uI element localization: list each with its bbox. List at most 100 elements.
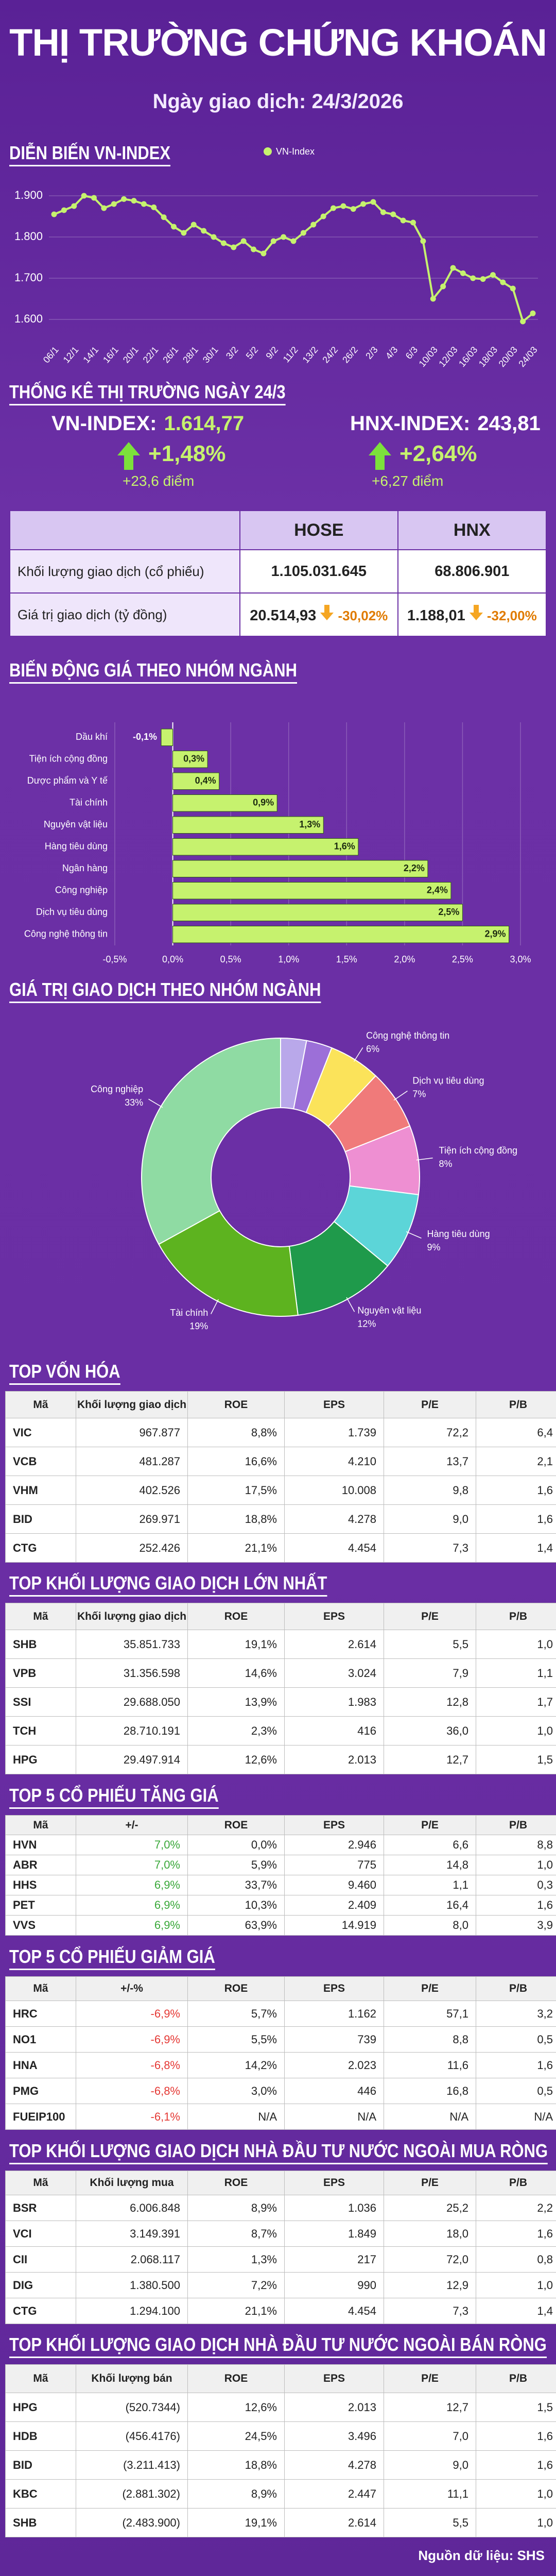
cell: 1,6 [476, 2421, 556, 2451]
x-tick-label: 0,0% [162, 954, 183, 964]
cell: 1,5 [476, 1745, 556, 1774]
cell: 24,5% [187, 2421, 285, 2451]
cell: 6,6 [384, 1835, 476, 1855]
x-tick-label: 11/2 [281, 345, 300, 365]
category-label: Ngân hàng [62, 863, 108, 873]
cell: 11,6 [384, 2052, 476, 2078]
cell: 1,6 [476, 2450, 556, 2480]
marker [211, 234, 217, 240]
data-table: Mã Khối lượng giao dịch ROE EPS P/E P/B SHB 35.… [5, 1603, 556, 1774]
cell: 18,8% [187, 1504, 285, 1534]
row: FUEIP100 -6,1% N/A N/A N/A N/A [5, 2104, 556, 2130]
index-label: VN-INDEX: [51, 412, 157, 435]
marker [151, 204, 157, 210]
category-label: Dịch vụ tiêu dùng [36, 907, 108, 917]
cell: 2.023 [284, 2052, 384, 2078]
marker [260, 250, 267, 257]
column-header: ROE [187, 2171, 285, 2195]
row: VIC 967.877 8,8% 1.739 72,2 6,4 [5, 1418, 556, 1447]
cell: 1.294.100 [76, 2298, 188, 2324]
marker [201, 228, 207, 234]
cell: N/A [187, 2104, 285, 2130]
cell: 8,7% [187, 2221, 285, 2247]
cell: 63,9% [187, 1915, 285, 1936]
row-label: Khối lượng giao dịch (cổ phiếu) [9, 549, 240, 594]
value-label: 1,6% [334, 841, 355, 852]
donut-chart: Công nghệ thông tin 6% Dịch vụ tiêu dùng 7%… [91, 1030, 517, 1331]
cell: 446 [284, 2078, 384, 2104]
cell: 1.188,01 -32,00% [397, 592, 547, 637]
marker [51, 211, 57, 217]
index-change-pct: +2,64% [399, 441, 477, 466]
cell: 2,3% [187, 1716, 285, 1745]
cell: N/A [384, 2104, 476, 2130]
row: BSR 6.006.848 8,9% 1.036 25,2 2,2 [5, 2195, 556, 2221]
cell: 7,0% [76, 1855, 188, 1875]
category-label: Công nghiệp [55, 885, 108, 895]
cell: 6,9% [76, 1915, 188, 1936]
cell: 8,9% [187, 2195, 285, 2221]
cell: 35.851.733 [76, 1630, 188, 1659]
cell: 8,8 [384, 2026, 476, 2053]
value-label: 1,3% [299, 819, 320, 829]
ticker: KBC [5, 2479, 76, 2509]
cell: 3.149.391 [76, 2221, 188, 2247]
marker [490, 272, 496, 278]
x-tick-label: 1,5% [336, 954, 357, 964]
cell: 0,8 [476, 2246, 556, 2273]
column-header: EPS [284, 1603, 384, 1630]
marker [440, 283, 446, 290]
cell: -6,1% [76, 2104, 188, 2130]
cell: 3,2 [476, 2001, 556, 2027]
category-label: Dược phẩm và Y tế [27, 775, 108, 786]
header-row: Mã Khối lượng giao dịch ROE EPS P/E P/B [5, 1603, 556, 1630]
x-tick-label: 12/1 [61, 345, 81, 365]
cell: 1,6 [476, 1504, 556, 1534]
row: HHS 6,9% 33,7% 9.460 1,1 0,3 [5, 1875, 556, 1895]
cell: 36,0 [384, 1716, 476, 1745]
cell: 18,0 [384, 2221, 476, 2247]
marker [350, 206, 356, 212]
x-tick-label: 26/1 [161, 345, 180, 365]
cell: 14,8 [384, 1855, 476, 1875]
column-header: Khối lượng bán [76, 2364, 188, 2393]
slice-label: Nguyên vật liệu [357, 1305, 421, 1315]
column-header: Mã [5, 2364, 76, 2393]
ticker: NO1 [5, 2026, 76, 2053]
cell: 17,5% [187, 1476, 285, 1505]
column-header: ROE [187, 2364, 285, 2393]
cell: (520.7344) [76, 2393, 188, 2422]
cell: 12,9 [384, 2272, 476, 2298]
cell: 21,1% [187, 2298, 285, 2324]
cell: 16,8 [384, 2078, 476, 2104]
header-row: Mã Khối lượng mua ROE EPS P/E P/B [5, 2171, 556, 2195]
slice-label: Công nghiệp [91, 1084, 143, 1094]
index-change-pct: +1,48% [148, 441, 226, 466]
cell: 12,7 [384, 1745, 476, 1774]
column-header: Mã [5, 2171, 76, 2195]
x-tick-label: 24/03 [516, 345, 539, 369]
cell: 14,6% [187, 1658, 285, 1688]
row: ABR 7,0% 5,9% 775 14,8 1,0 [5, 1855, 556, 1875]
ticker: VCB [5, 1447, 76, 1476]
marker [190, 222, 197, 228]
section-heading: DIỄN BIẾN VN-INDEX [9, 142, 171, 166]
cell: 1,0 [476, 1716, 556, 1745]
x-tick-label: 28/1 [181, 345, 200, 365]
cell: 20.514,93 -30,02% [239, 592, 398, 637]
row: KBC (2.881.302) 8,9% 2.447 11,1 1,0 [5, 2479, 556, 2509]
data-table: Mã Khối lượng bán ROE EPS P/E P/B HPG (520.7344… [5, 2364, 556, 2537]
cell: 3.024 [284, 1658, 384, 1688]
x-tick-label: 2,0% [394, 954, 415, 964]
index-label: HNX-INDEX: [350, 412, 471, 435]
marker [141, 201, 147, 207]
cell: 1.983 [284, 1687, 384, 1717]
slice-value: 9% [427, 1242, 441, 1252]
cell: 8,9% [187, 2479, 285, 2509]
row: PMG -6,8% 3,0% 446 16,8 0,5 [5, 2078, 556, 2104]
cell: 1,5 [476, 2393, 556, 2422]
column-header: P/B [476, 1815, 556, 1835]
marker [131, 198, 137, 204]
x-tick-label: 2,5% [452, 954, 473, 964]
leader-line [406, 1231, 422, 1239]
